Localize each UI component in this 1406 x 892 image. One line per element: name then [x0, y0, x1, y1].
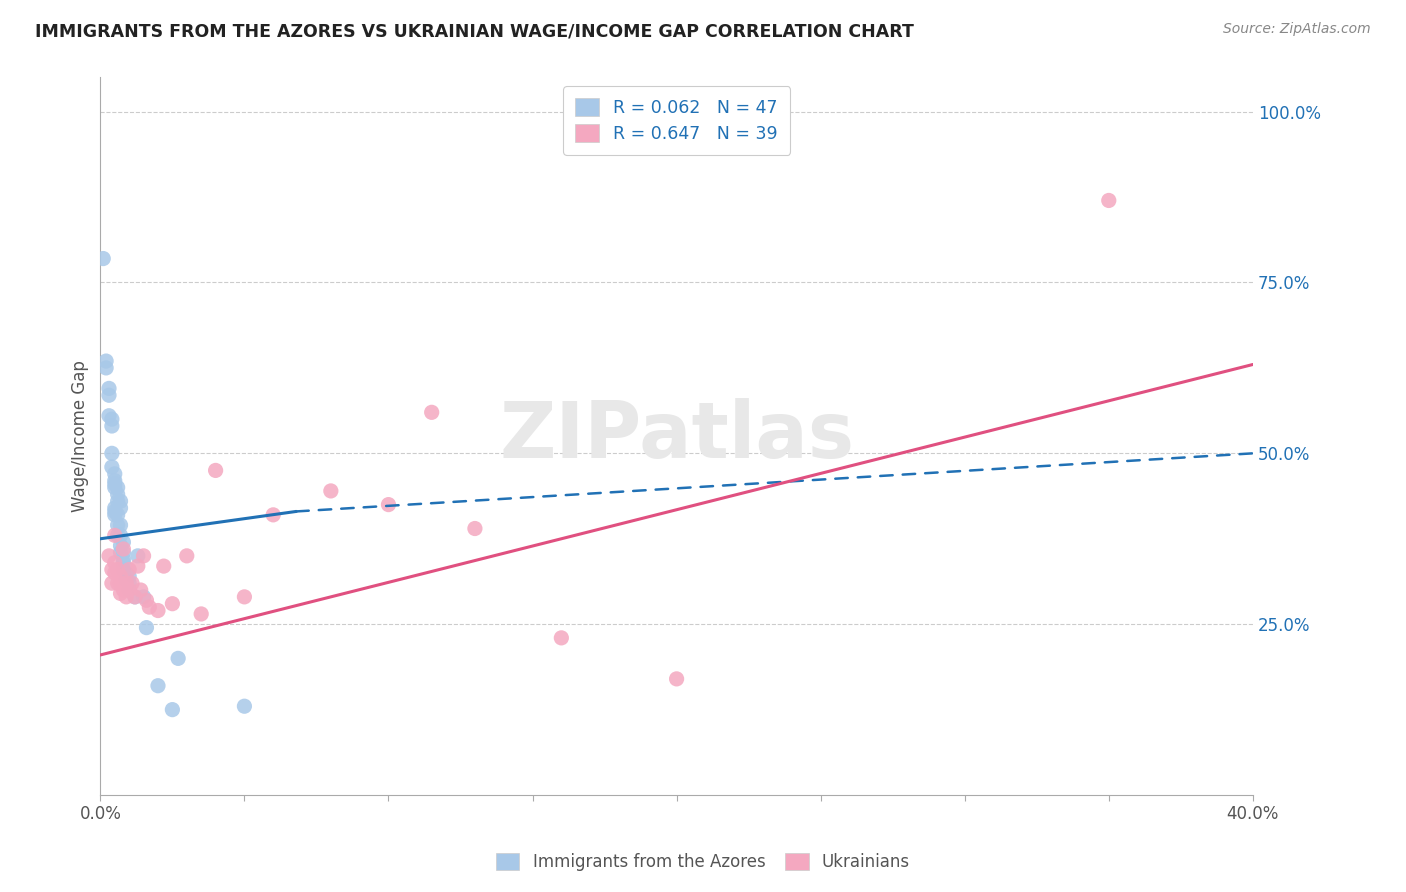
Point — [233, 699, 256, 714]
Point — [124, 590, 146, 604]
Point — [118, 569, 141, 583]
Y-axis label: Wage/Income Gap: Wage/Income Gap — [72, 360, 89, 512]
Point — [104, 566, 127, 580]
Text: Source: ZipAtlas.com: Source: ZipAtlas.com — [1223, 22, 1371, 37]
Point — [127, 559, 149, 574]
Point — [176, 549, 198, 563]
Point — [118, 562, 141, 576]
Point — [107, 528, 129, 542]
Point — [107, 576, 129, 591]
Point — [110, 528, 132, 542]
Point — [112, 582, 135, 597]
Point — [104, 504, 127, 518]
Point — [146, 679, 169, 693]
Point — [129, 582, 152, 597]
Legend: Immigrants from the Azores, Ukrainians: Immigrants from the Azores, Ukrainians — [488, 845, 918, 880]
Point — [101, 412, 124, 426]
Point — [101, 562, 124, 576]
Point — [138, 600, 160, 615]
Point — [107, 494, 129, 508]
Point — [377, 498, 399, 512]
Point — [319, 483, 342, 498]
Point — [104, 508, 127, 522]
Point — [162, 597, 184, 611]
Point — [110, 569, 132, 583]
Point — [110, 518, 132, 533]
Point — [118, 582, 141, 597]
Point — [115, 573, 138, 587]
Point — [110, 586, 132, 600]
Point — [112, 541, 135, 556]
Point — [112, 556, 135, 570]
Point — [101, 446, 124, 460]
Point — [135, 593, 157, 607]
Point — [104, 474, 127, 488]
Text: ZIPatlas: ZIPatlas — [499, 398, 853, 475]
Point — [190, 607, 212, 621]
Point — [101, 576, 124, 591]
Point — [665, 672, 688, 686]
Point — [1098, 194, 1121, 208]
Point — [107, 562, 129, 576]
Point — [101, 419, 124, 434]
Point — [91, 252, 114, 266]
Point — [110, 576, 132, 591]
Point — [115, 566, 138, 580]
Point — [107, 518, 129, 533]
Point — [115, 576, 138, 591]
Point — [94, 360, 117, 375]
Point — [98, 381, 121, 395]
Point — [98, 549, 121, 563]
Point — [233, 590, 256, 604]
Point — [420, 405, 443, 419]
Point — [118, 582, 141, 597]
Point — [550, 631, 572, 645]
Point — [132, 549, 155, 563]
Point — [204, 463, 226, 477]
Point — [112, 535, 135, 549]
Text: IMMIGRANTS FROM THE AZORES VS UKRAINIAN WAGE/INCOME GAP CORRELATION CHART: IMMIGRANTS FROM THE AZORES VS UKRAINIAN … — [35, 22, 914, 40]
Point — [135, 621, 157, 635]
Point — [132, 590, 155, 604]
Point — [107, 508, 129, 522]
Point — [115, 590, 138, 604]
Point — [112, 552, 135, 566]
Point — [262, 508, 284, 522]
Point — [98, 409, 121, 423]
Point — [152, 559, 174, 574]
Point — [167, 651, 190, 665]
Point — [127, 549, 149, 563]
Point — [104, 528, 127, 542]
Point — [104, 477, 127, 491]
Point — [110, 545, 132, 559]
Point — [162, 703, 184, 717]
Point — [94, 354, 117, 368]
Point — [104, 481, 127, 495]
Point — [464, 522, 486, 536]
Point — [110, 501, 132, 516]
Point — [112, 545, 135, 559]
Point — [104, 467, 127, 481]
Point — [101, 460, 124, 475]
Point — [98, 388, 121, 402]
Point — [110, 494, 132, 508]
Point — [121, 576, 143, 591]
Point — [107, 487, 129, 501]
Point — [146, 603, 169, 617]
Point — [110, 539, 132, 553]
Point — [112, 562, 135, 576]
Legend: R = 0.062   N = 47, R = 0.647   N = 39: R = 0.062 N = 47, R = 0.647 N = 39 — [562, 87, 790, 155]
Point — [118, 576, 141, 591]
Point — [107, 481, 129, 495]
Point — [104, 556, 127, 570]
Point — [124, 590, 146, 604]
Point — [104, 501, 127, 516]
